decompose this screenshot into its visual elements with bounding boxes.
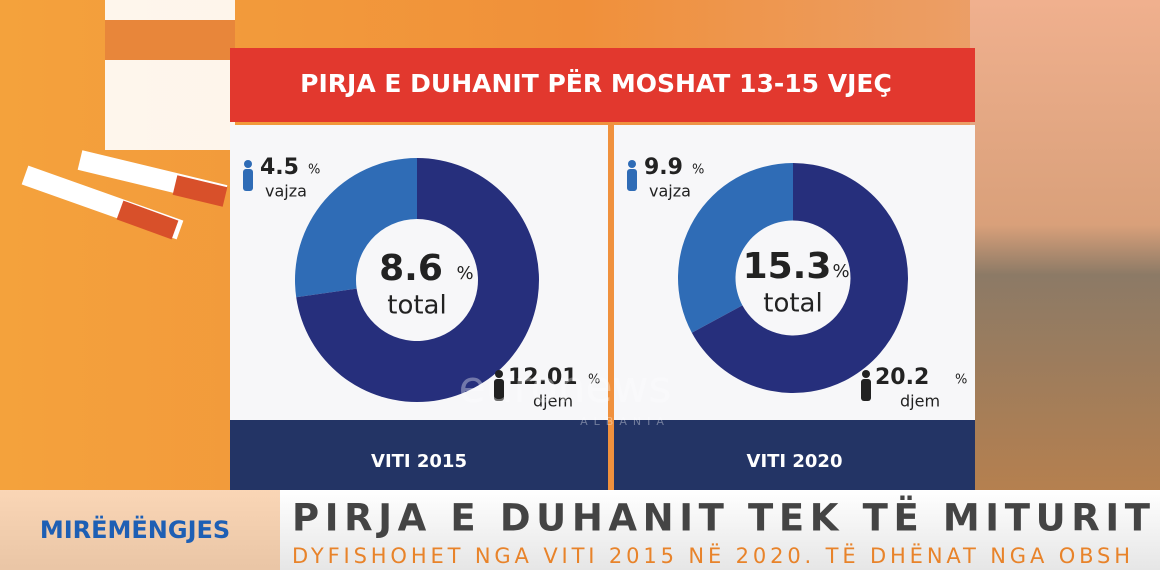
- logo: MIRËMËNGJES: [40, 515, 230, 544]
- person-icon: [244, 160, 252, 168]
- watermark-sub: ALBANIA: [580, 415, 670, 428]
- person-icon: [627, 169, 637, 191]
- total-label: total: [387, 291, 446, 321]
- year-label: VITI 2020: [747, 451, 843, 472]
- person-icon: [495, 370, 503, 378]
- value-label: 12.01: [508, 365, 578, 390]
- donut-segment: [691, 163, 908, 393]
- value-unit: %: [692, 163, 704, 178]
- category-label: vajza: [649, 182, 691, 201]
- total-value: 15.3: [743, 246, 832, 287]
- year-bar: [230, 420, 608, 490]
- chart-title: PIRJA E DUHANIT PËR MOSHAT 13-15 VJEÇ: [300, 68, 892, 98]
- donut-segment: [677, 163, 793, 333]
- person-icon: [628, 160, 636, 168]
- person-icon: [862, 370, 870, 378]
- total-label: total: [763, 289, 822, 319]
- header-bar: [230, 48, 975, 122]
- total-value: 8.6: [379, 248, 443, 289]
- person-icon: [243, 169, 253, 191]
- total-unit: %: [456, 263, 473, 284]
- person-icon: [494, 379, 504, 401]
- banner: [0, 490, 1160, 570]
- headline: PIRJA E DUHANIT TEK TË MITURIT: [292, 496, 1151, 540]
- value-label: 4.5: [260, 155, 299, 180]
- donut-segment: [296, 158, 539, 403]
- cigarettes: [21, 0, 235, 240]
- value-label: 9.9: [644, 155, 683, 180]
- subheadline: DYFISHOHET NGA VITI 2015 NË 2020. TË DHË…: [292, 543, 1130, 568]
- year-label: VITI 2015: [371, 451, 467, 472]
- year-bar: [614, 420, 975, 490]
- donut-segment: [295, 158, 417, 298]
- value-unit: %: [308, 163, 320, 178]
- value-label: 20.2: [875, 365, 929, 390]
- value-unit: %: [588, 373, 600, 388]
- category-label: djem: [900, 392, 940, 411]
- landscape: [970, 0, 1160, 500]
- category-label: djem: [533, 392, 573, 411]
- total-unit: %: [832, 261, 849, 282]
- watermark: euronews: [459, 362, 672, 413]
- category-label: vajza: [265, 182, 307, 201]
- value-unit: %: [955, 373, 967, 388]
- person-icon: [861, 379, 871, 401]
- banner-left: [0, 490, 280, 570]
